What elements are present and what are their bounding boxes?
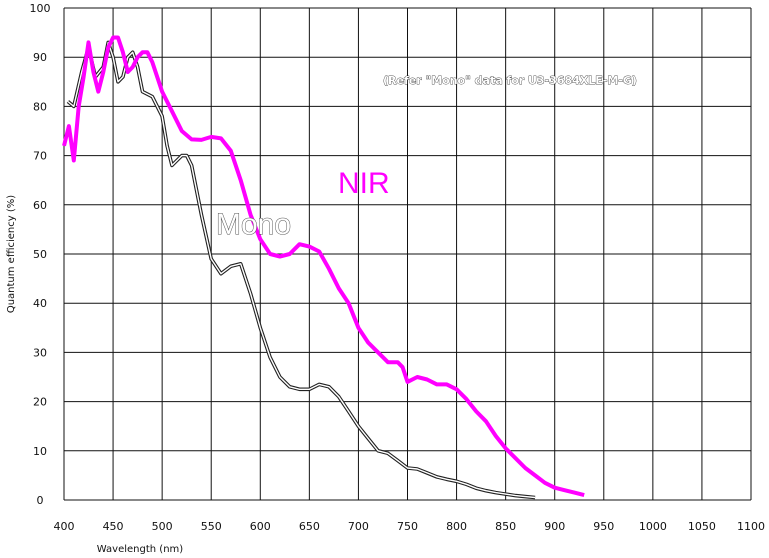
x-tick-label: 1000 bbox=[639, 520, 667, 533]
y-tick-label: 40 bbox=[33, 297, 47, 310]
series-label-mono: Mono bbox=[216, 208, 291, 241]
y-tick-label: 0 bbox=[37, 494, 44, 507]
y-axis-title: Quantum efficiency (%) bbox=[6, 195, 17, 313]
x-tick-label: 700 bbox=[348, 520, 369, 533]
y-tick-label: 20 bbox=[33, 396, 47, 409]
x-axis-title: Wavelength (nm) bbox=[97, 544, 183, 555]
y-tick-label: 70 bbox=[33, 150, 47, 163]
series-line-nir bbox=[62, 35, 585, 498]
y-tick-label: 80 bbox=[33, 100, 47, 113]
x-tick-label: 850 bbox=[495, 520, 516, 533]
y-tick-label: 100 bbox=[30, 2, 51, 15]
y-tick-label: 30 bbox=[33, 346, 47, 359]
grid bbox=[63, 7, 752, 501]
y-tick-label: 90 bbox=[33, 51, 47, 64]
x-tick-label: 1050 bbox=[688, 520, 716, 533]
x-tick-label: 550 bbox=[201, 520, 222, 533]
series-line-mono-outer bbox=[66, 40, 536, 500]
chart-annotation: (Refer "Mono" data for U3-3684XLE-M-G) bbox=[383, 74, 637, 87]
x-tick-label: 650 bbox=[299, 520, 320, 533]
tick-labels: 400 450 500 550 600 650 700 750 800 850 900 950 1000… bbox=[30, 2, 766, 533]
series-label-nir: NIR bbox=[338, 167, 390, 200]
series-lines bbox=[62, 35, 585, 500]
x-tick-label: 450 bbox=[103, 520, 124, 533]
series-line-mono-inner bbox=[67, 41, 536, 499]
y-tick-label: 10 bbox=[33, 445, 47, 458]
x-tick-label: 500 bbox=[152, 520, 173, 533]
x-tick-label: 800 bbox=[446, 520, 467, 533]
x-tick-label: 1100 bbox=[737, 520, 765, 533]
x-tick-label: 750 bbox=[397, 520, 418, 533]
y-tick-label: 60 bbox=[33, 199, 47, 212]
x-tick-label: 600 bbox=[250, 520, 271, 533]
y-tick-label: 50 bbox=[33, 248, 47, 261]
x-tick-label: 400 bbox=[54, 520, 75, 533]
x-tick-label: 950 bbox=[593, 520, 614, 533]
x-tick-label: 900 bbox=[544, 520, 565, 533]
